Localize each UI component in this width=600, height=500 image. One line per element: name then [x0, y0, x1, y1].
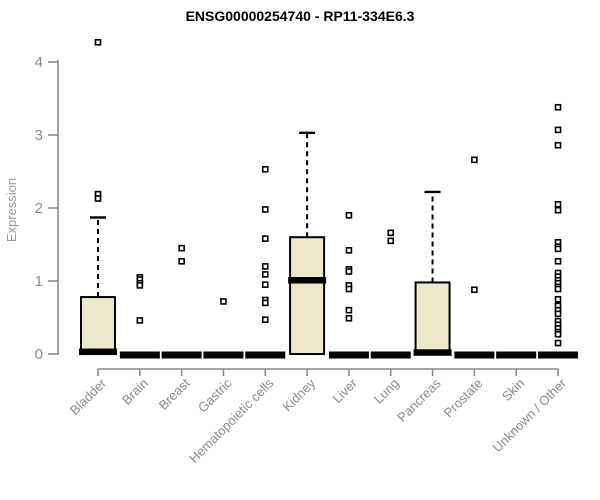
x-category-label-prostate: Prostate	[441, 376, 486, 421]
box-pancreas	[414, 281, 451, 355]
flat-box-hematopoietic-cells	[245, 351, 286, 359]
outlier-point-hematopoietic-cells	[261, 299, 269, 307]
outlier-point-unknown-other	[554, 206, 562, 214]
y-axis-title: Expression	[4, 177, 19, 243]
outlier-point-hematopoietic-cells	[261, 166, 269, 173]
median-pancreas	[413, 349, 452, 356]
y-tick-label-4: 4	[35, 54, 43, 71]
flat-box-skin	[496, 351, 537, 359]
outlier-point-prostate	[471, 156, 478, 164]
outlier-point-breast	[178, 257, 185, 265]
outlier-point-unknown-other	[554, 126, 562, 134]
chart-title: ENSG00000254740 - RP11-334E6.3	[185, 8, 415, 24]
outlier-point-unknown-other	[554, 295, 562, 303]
outlier-point-liver	[345, 314, 353, 322]
x-category-label-skin: Skin	[499, 376, 527, 404]
outlier-point-liver	[345, 285, 353, 293]
outlier-point-hematopoietic-cells	[261, 281, 269, 288]
x-category-label-kidney: Kidney	[280, 375, 319, 414]
x-category-label-liver: Liver	[330, 375, 361, 406]
outlier-point-hematopoietic-cells	[261, 263, 269, 270]
outlier-point-breast	[178, 244, 185, 252]
outlier-point-unknown-other	[554, 330, 562, 338]
x-category-label-pancreas: Pancreas	[394, 375, 444, 425]
x-category-label-lung: Lung	[371, 376, 402, 407]
y-tick-label-0: 0	[35, 346, 43, 363]
flat-box-liver	[328, 351, 369, 359]
outlier-point-unknown-other	[554, 141, 562, 149]
outlier-point-unknown-other	[554, 257, 562, 265]
outlier-point-bladder	[94, 195, 102, 202]
outlier-point-liver	[345, 212, 353, 219]
outlier-point-prostate	[471, 286, 478, 294]
outlier-point-unknown-other	[554, 245, 562, 253]
flat-box-brain	[119, 351, 160, 359]
flat-box-unknown-other	[538, 351, 579, 359]
x-category-label-breast: Breast	[156, 375, 193, 412]
outlier-point-unknown-other	[554, 103, 562, 111]
outlier-point-unknown-other	[554, 201, 562, 208]
y-tick-label-3: 3	[35, 127, 43, 144]
outlier-point-unknown-other	[554, 339, 562, 347]
outlier-point-liver	[345, 247, 353, 254]
median-kidney	[288, 277, 327, 284]
outlier-point-brain	[136, 282, 144, 289]
x-category-label-brain: Brain	[119, 376, 151, 408]
y-tick-label-1: 1	[35, 273, 43, 290]
y-tick-label-2: 2	[35, 200, 43, 217]
outlier-point-liver	[345, 268, 353, 275]
box-kidney	[289, 236, 326, 355]
x-category-label-gastric: Gastric	[195, 375, 235, 415]
outlier-point-unknown-other	[554, 310, 562, 318]
outlier-point-unknown-other	[554, 285, 562, 293]
box-bladder	[80, 296, 116, 355]
outlier-point-hematopoietic-cells	[261, 271, 269, 278]
flat-box-gastric	[203, 351, 244, 359]
x-category-label-unknown-other: Unknown / Other	[490, 375, 570, 455]
outlier-point-hematopoietic-cells	[261, 206, 269, 213]
flat-box-prostate	[454, 351, 495, 359]
median-bladder	[79, 348, 117, 356]
flat-box-breast	[161, 351, 202, 359]
outlier-point-bladder	[94, 38, 102, 46]
flat-box-lung	[370, 351, 411, 359]
outlier-point-lung	[387, 229, 395, 237]
x-category-label-bladder: Bladder	[67, 375, 110, 418]
outlier-point-lung	[387, 237, 395, 245]
outlier-point-gastric	[220, 298, 227, 305]
outlier-point-hematopoietic-cells	[261, 235, 269, 242]
outlier-point-liver	[345, 306, 353, 314]
outlier-point-brain	[136, 317, 144, 324]
outlier-point-hematopoietic-cells	[261, 316, 269, 323]
